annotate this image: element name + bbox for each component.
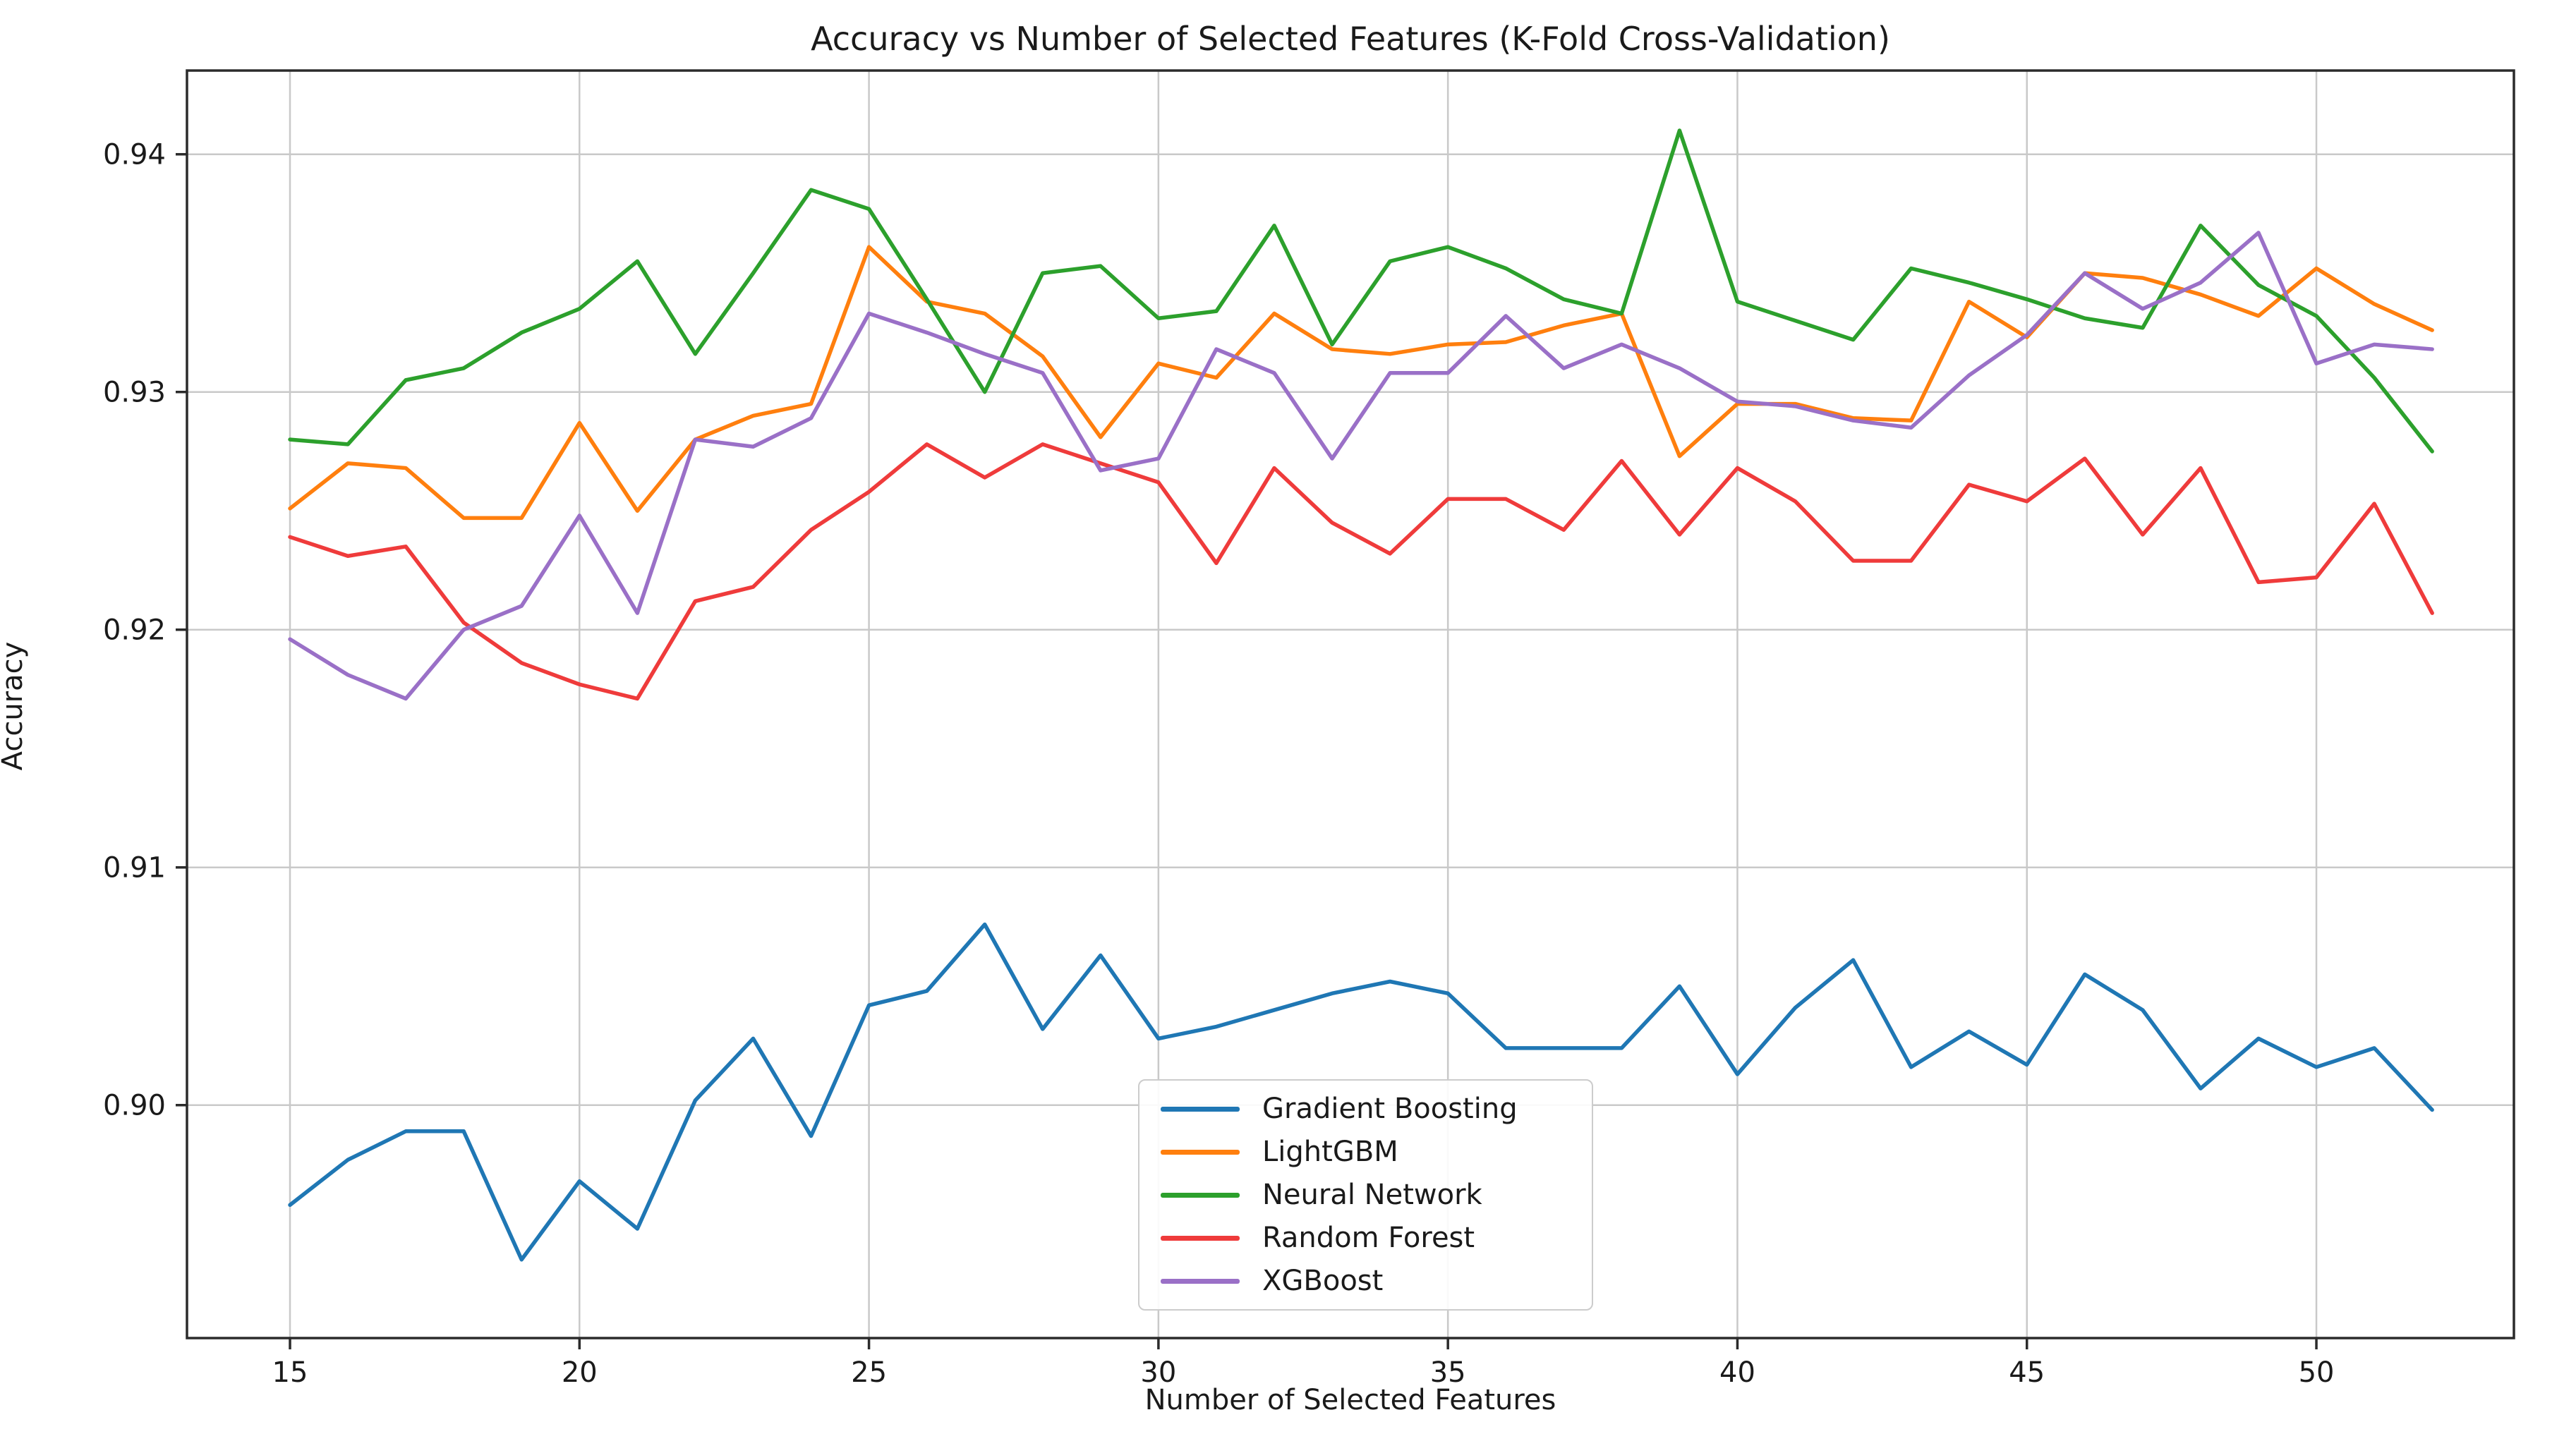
legend-label: LightGBM [1262, 1136, 1398, 1168]
legend-item-lightgbm: LightGBM [1139, 1131, 1592, 1172]
plot-border [186, 69, 2515, 1339]
x-tick-label: 50 [2299, 1356, 2335, 1389]
legend-item-xgboost: XGBoost [1139, 1260, 1592, 1301]
x-tick-label: 35 [1430, 1356, 1466, 1389]
series-line-random-forest [288, 442, 2434, 701]
series-line-xgboost [288, 231, 2434, 701]
x-tick-label: 40 [1719, 1356, 1755, 1389]
chart-title: Accuracy vs Number of Selected Features … [811, 20, 1890, 58]
y-tick-label: 0.94 [103, 139, 166, 171]
legend-label: Random Forest [1262, 1222, 1475, 1254]
legend-label: XGBoost [1262, 1265, 1384, 1297]
legend-item-gradient-boosting: Gradient Boosting [1139, 1088, 1592, 1129]
legend-line-swatch-neural-network [1161, 1192, 1240, 1198]
legend-line-swatch-random-forest [1161, 1235, 1240, 1241]
x-tick-label: 30 [1140, 1356, 1176, 1389]
series-line-gradient-boosting [288, 922, 2434, 1262]
x-tick-label: 20 [562, 1356, 598, 1389]
legend-line-swatch-xgboost [1161, 1278, 1240, 1284]
x-tick-label: 15 [272, 1356, 308, 1389]
series-line-neural-network [288, 128, 2434, 454]
legend-line-swatch-lightgbm [1161, 1149, 1240, 1155]
legend-item-random-forest: Random Forest [1139, 1217, 1592, 1258]
x-tick-label: 45 [2009, 1356, 2045, 1389]
y-tick-label: 0.92 [103, 614, 166, 647]
x-tick-label: 25 [851, 1356, 887, 1389]
legend-line-swatch-gradient-boosting [1161, 1106, 1240, 1112]
y-axis-label: Accuracy [0, 641, 29, 771]
legend-box: Gradient Boosting LightGBM Neural Networ… [1138, 1079, 1593, 1311]
legend-label: Gradient Boosting [1262, 1093, 1518, 1125]
legend-label: Neural Network [1262, 1179, 1482, 1211]
legend-item-neural-network: Neural Network [1139, 1174, 1592, 1215]
y-tick-label: 0.90 [103, 1090, 166, 1122]
y-tick-label: 0.91 [103, 852, 166, 885]
x-axis-label: Number of Selected Features [1144, 1384, 1556, 1416]
y-tick-label: 0.93 [103, 377, 166, 409]
